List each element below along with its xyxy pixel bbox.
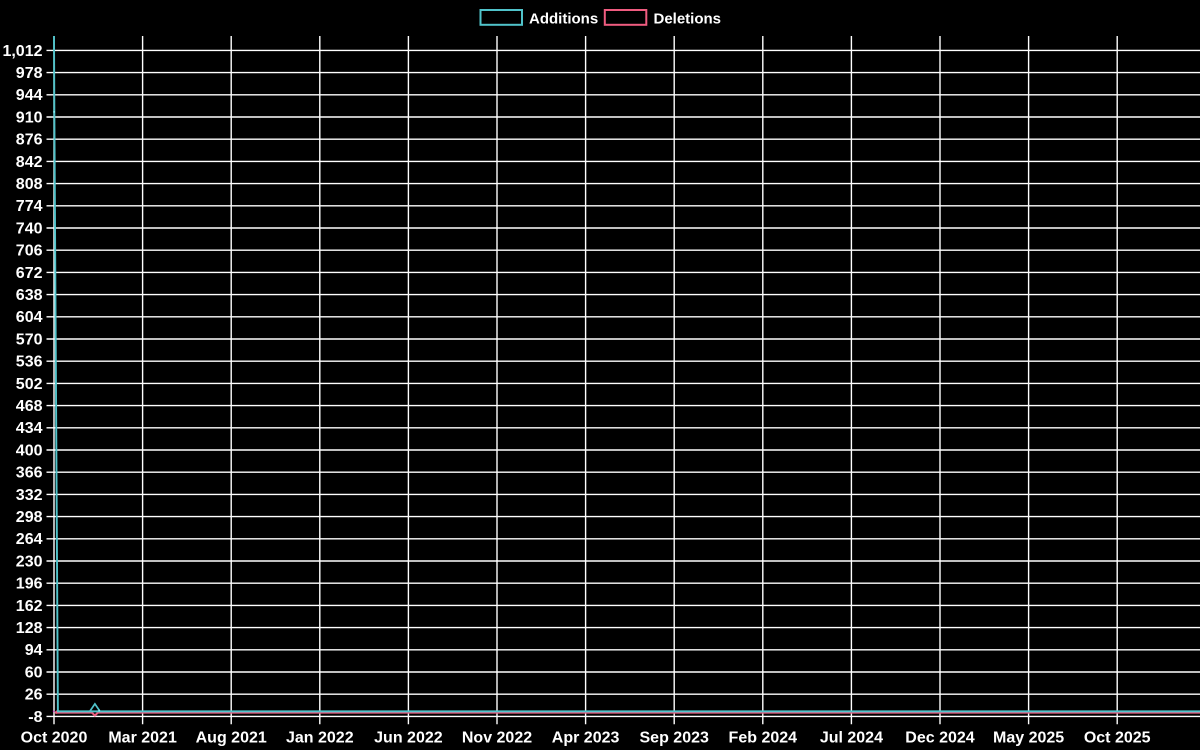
svg-text:366: 366 bbox=[16, 465, 43, 482]
svg-text:536: 536 bbox=[16, 354, 43, 371]
svg-text:842: 842 bbox=[16, 154, 43, 171]
svg-text:944: 944 bbox=[16, 87, 43, 104]
svg-text:26: 26 bbox=[25, 687, 43, 704]
svg-text:94: 94 bbox=[25, 642, 43, 659]
svg-text:978: 978 bbox=[16, 65, 43, 82]
svg-text:Oct 2020: Oct 2020 bbox=[21, 730, 88, 747]
svg-text:Aug 2021: Aug 2021 bbox=[196, 730, 267, 747]
svg-text:Feb 2024: Feb 2024 bbox=[729, 730, 798, 747]
svg-text:502: 502 bbox=[16, 376, 43, 393]
svg-text:604: 604 bbox=[16, 309, 43, 326]
svg-text:Nov 2022: Nov 2022 bbox=[462, 730, 532, 747]
svg-text:1,012: 1,012 bbox=[2, 43, 42, 60]
svg-text:876: 876 bbox=[16, 132, 43, 149]
svg-text:-8: -8 bbox=[28, 709, 42, 726]
svg-text:Jan 2022: Jan 2022 bbox=[286, 730, 354, 747]
svg-text:706: 706 bbox=[16, 243, 43, 260]
svg-text:May 2025: May 2025 bbox=[993, 730, 1064, 747]
svg-text:434: 434 bbox=[16, 420, 43, 437]
svg-text:740: 740 bbox=[16, 220, 43, 237]
svg-text:332: 332 bbox=[16, 487, 43, 504]
svg-text:Deletions: Deletions bbox=[654, 11, 722, 28]
svg-text:60: 60 bbox=[25, 664, 43, 681]
svg-text:Oct 2025: Oct 2025 bbox=[1084, 730, 1151, 747]
svg-text:808: 808 bbox=[16, 176, 43, 193]
svg-text:Jun 2022: Jun 2022 bbox=[374, 730, 443, 747]
svg-text:774: 774 bbox=[16, 198, 43, 215]
svg-text:230: 230 bbox=[16, 553, 43, 570]
svg-text:672: 672 bbox=[16, 265, 43, 282]
svg-text:Additions: Additions bbox=[529, 11, 598, 28]
svg-text:400: 400 bbox=[16, 442, 43, 459]
svg-text:468: 468 bbox=[16, 398, 43, 415]
svg-text:264: 264 bbox=[16, 531, 43, 548]
svg-text:570: 570 bbox=[16, 331, 43, 348]
svg-text:196: 196 bbox=[16, 576, 43, 593]
svg-text:910: 910 bbox=[16, 109, 43, 126]
svg-text:Jul 2024: Jul 2024 bbox=[820, 730, 883, 747]
svg-text:Mar 2021: Mar 2021 bbox=[108, 730, 177, 747]
svg-text:Dec 2024: Dec 2024 bbox=[905, 730, 974, 747]
svg-text:Sep 2023: Sep 2023 bbox=[640, 730, 709, 747]
svg-text:638: 638 bbox=[16, 287, 43, 304]
svg-text:128: 128 bbox=[16, 620, 43, 637]
svg-text:Apr 2023: Apr 2023 bbox=[552, 730, 620, 747]
svg-text:298: 298 bbox=[16, 509, 43, 526]
svg-text:162: 162 bbox=[16, 598, 43, 615]
